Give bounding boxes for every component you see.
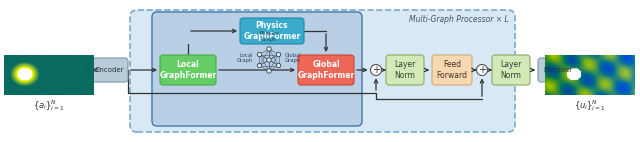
Circle shape: [276, 63, 281, 68]
Text: +: +: [372, 65, 380, 75]
Text: Multi-Graph Processor × L: Multi-Graph Processor × L: [409, 15, 509, 24]
FancyBboxPatch shape: [130, 10, 515, 132]
FancyBboxPatch shape: [432, 55, 472, 85]
Circle shape: [371, 64, 381, 76]
Text: Physics
Graph: Physics Graph: [259, 31, 279, 42]
Text: Physics
GraphFormer: Physics GraphFormer: [243, 21, 301, 41]
Text: +: +: [478, 65, 486, 75]
Circle shape: [267, 69, 271, 73]
Text: Layer
Norm: Layer Norm: [500, 60, 522, 80]
Circle shape: [257, 63, 262, 68]
Circle shape: [267, 58, 271, 62]
Text: Local
Graph: Local Graph: [237, 53, 253, 63]
FancyBboxPatch shape: [538, 58, 578, 82]
Text: Encoder: Encoder: [96, 67, 124, 73]
FancyBboxPatch shape: [386, 55, 424, 85]
FancyBboxPatch shape: [492, 55, 530, 85]
Circle shape: [257, 52, 262, 57]
Text: Local
GraphFormer: Local GraphFormer: [159, 60, 216, 80]
Text: Feed
Forward: Feed Forward: [436, 60, 467, 80]
Circle shape: [276, 52, 281, 57]
FancyBboxPatch shape: [92, 58, 128, 82]
Text: Layer
Norm: Layer Norm: [394, 60, 416, 80]
FancyBboxPatch shape: [152, 12, 362, 126]
Text: $\{u_i\}_{i=1}^N$: $\{u_i\}_{i=1}^N$: [574, 99, 606, 113]
Circle shape: [477, 64, 488, 76]
Text: Global
GraphFormer: Global GraphFormer: [298, 60, 355, 80]
Text: Global
Graph: Global Graph: [285, 53, 301, 63]
Text: Decoder: Decoder: [543, 67, 573, 73]
Text: $\{a_i\}_{i=1}^N$: $\{a_i\}_{i=1}^N$: [33, 99, 65, 113]
FancyBboxPatch shape: [240, 18, 304, 44]
FancyBboxPatch shape: [298, 55, 354, 85]
FancyBboxPatch shape: [160, 55, 216, 85]
Circle shape: [267, 47, 271, 51]
